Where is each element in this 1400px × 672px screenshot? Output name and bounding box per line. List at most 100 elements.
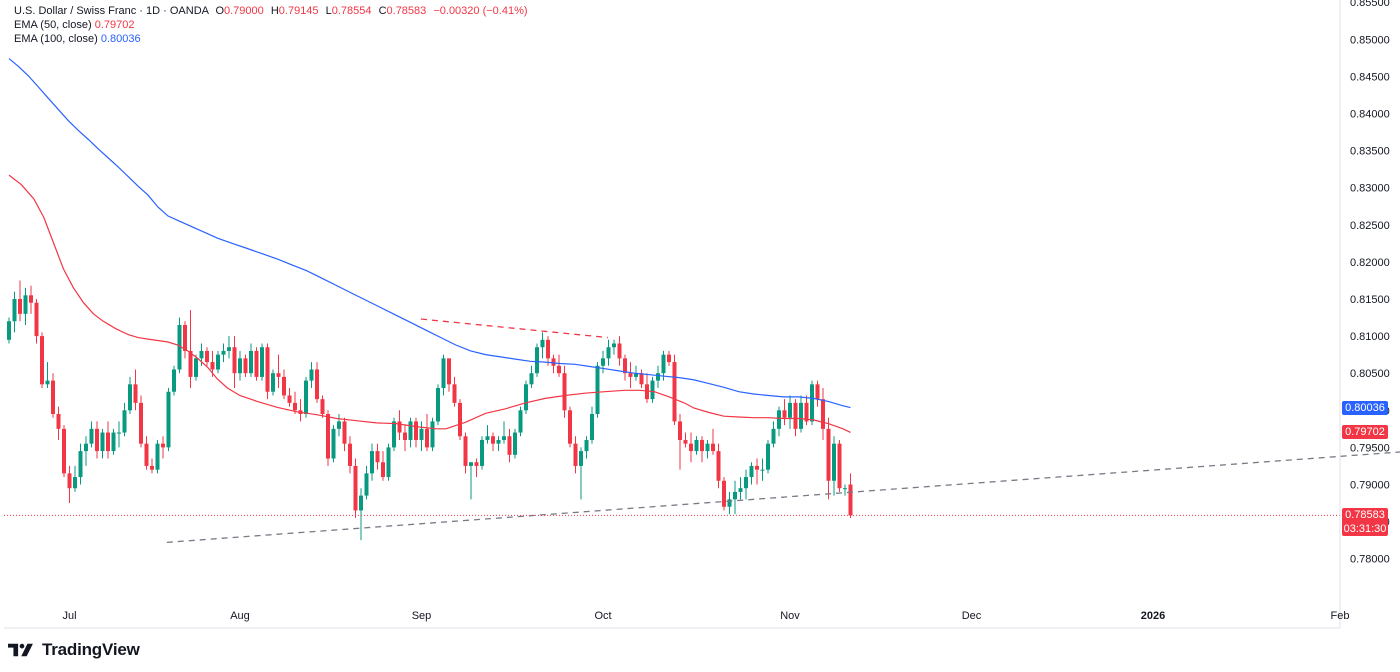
candle bbox=[326, 410, 330, 466]
candle bbox=[56, 406, 61, 440]
candle bbox=[480, 436, 484, 470]
candle-body bbox=[89, 428, 94, 444]
candle-body bbox=[513, 432, 517, 455]
candle bbox=[128, 376, 132, 414]
candle bbox=[573, 436, 578, 474]
candle bbox=[529, 365, 534, 389]
candle bbox=[496, 436, 501, 452]
candle-body bbox=[342, 421, 347, 444]
price-tick-label: 0.78000 bbox=[1350, 554, 1390, 566]
close-value: 0.78583 bbox=[386, 5, 427, 17]
candle bbox=[606, 339, 611, 366]
candle bbox=[397, 410, 402, 440]
candle-body bbox=[183, 324, 187, 351]
candle bbox=[425, 414, 429, 452]
candle-body bbox=[568, 410, 572, 444]
time-axis[interactable]: Jul Aug Sep Oct Nov Dec 2026 Feb bbox=[4, 610, 1349, 629]
candle-body bbox=[45, 380, 50, 385]
candle bbox=[727, 491, 732, 515]
candle bbox=[304, 376, 308, 418]
candle bbox=[738, 477, 743, 500]
candle bbox=[562, 365, 567, 418]
last-price-value: 0.78583 bbox=[1345, 509, 1385, 522]
candle bbox=[771, 421, 776, 448]
candle bbox=[782, 399, 787, 426]
candle-body bbox=[144, 443, 149, 466]
low-value: 0.78554 bbox=[331, 5, 372, 17]
candle bbox=[843, 484, 847, 496]
candle-body bbox=[56, 414, 61, 429]
legend-ema50-row[interactable]: EMA (50, close) 0.79702 bbox=[14, 18, 528, 32]
candle-body bbox=[106, 432, 110, 452]
ema100-label: EMA (100, close) bbox=[14, 33, 98, 45]
candle bbox=[848, 473, 853, 518]
candle-body bbox=[348, 443, 352, 466]
candle-body bbox=[650, 380, 655, 400]
candle-body bbox=[447, 358, 451, 385]
candle-body bbox=[67, 473, 72, 489]
candle-body bbox=[375, 451, 380, 463]
candle-body bbox=[370, 451, 374, 474]
candle bbox=[639, 369, 644, 389]
candle bbox=[150, 458, 154, 474]
candle-body bbox=[227, 347, 231, 351]
candle bbox=[678, 414, 682, 470]
candle bbox=[733, 480, 737, 515]
candle-body bbox=[661, 354, 666, 374]
candle bbox=[518, 406, 523, 437]
candle bbox=[716, 443, 721, 489]
candle-body bbox=[793, 402, 798, 429]
candle-body bbox=[672, 362, 677, 422]
candle bbox=[293, 391, 297, 414]
candle-body bbox=[419, 428, 424, 440]
candle bbox=[45, 362, 50, 389]
candle bbox=[469, 462, 473, 500]
candle bbox=[62, 425, 66, 478]
candle bbox=[507, 428, 512, 463]
candle bbox=[474, 458, 479, 478]
candle-body bbox=[188, 350, 193, 377]
candle bbox=[777, 406, 781, 437]
tradingview-logo[interactable]: TradingView bbox=[8, 640, 140, 660]
candle-body bbox=[804, 402, 809, 422]
candle-body bbox=[777, 410, 781, 429]
chart-legend: U.S. Dollar / Swiss Franc · 1D · OANDA O… bbox=[14, 4, 528, 46]
candle bbox=[315, 362, 319, 403]
low-label: L bbox=[325, 5, 332, 17]
candle bbox=[821, 388, 825, 440]
candle bbox=[342, 417, 347, 452]
candle bbox=[436, 384, 440, 426]
candle bbox=[766, 439, 770, 474]
candle bbox=[628, 362, 633, 389]
legend-ema100-row[interactable]: EMA (100, close) 0.80036 bbox=[14, 32, 528, 46]
candle bbox=[584, 436, 589, 459]
candle-body bbox=[254, 350, 259, 377]
symbol-name[interactable]: U.S. Dollar / Swiss Franc · 1D · OANDA bbox=[14, 5, 209, 17]
high-value: 0.79145 bbox=[278, 5, 319, 17]
candle-body bbox=[199, 350, 204, 359]
candle-body bbox=[397, 421, 402, 433]
candle-body bbox=[480, 439, 484, 466]
candle-body bbox=[496, 439, 501, 444]
candle bbox=[238, 350, 242, 381]
candle bbox=[540, 332, 545, 359]
candle bbox=[276, 354, 281, 389]
candle-body bbox=[122, 410, 127, 433]
candle-body bbox=[755, 465, 759, 470]
candle bbox=[188, 310, 193, 389]
candle-body bbox=[84, 443, 88, 452]
candle bbox=[458, 399, 462, 440]
candle-body bbox=[7, 321, 11, 340]
candle-body bbox=[848, 484, 853, 516]
candle bbox=[375, 443, 380, 470]
price-tick-label: 0.80500 bbox=[1350, 368, 1390, 380]
candle-body bbox=[95, 428, 99, 452]
candle bbox=[265, 343, 270, 400]
candle bbox=[447, 358, 451, 392]
candle bbox=[755, 458, 759, 485]
candle-body bbox=[205, 350, 209, 363]
candle bbox=[595, 362, 600, 418]
candle-body bbox=[645, 384, 649, 400]
candle-body bbox=[579, 451, 583, 466]
